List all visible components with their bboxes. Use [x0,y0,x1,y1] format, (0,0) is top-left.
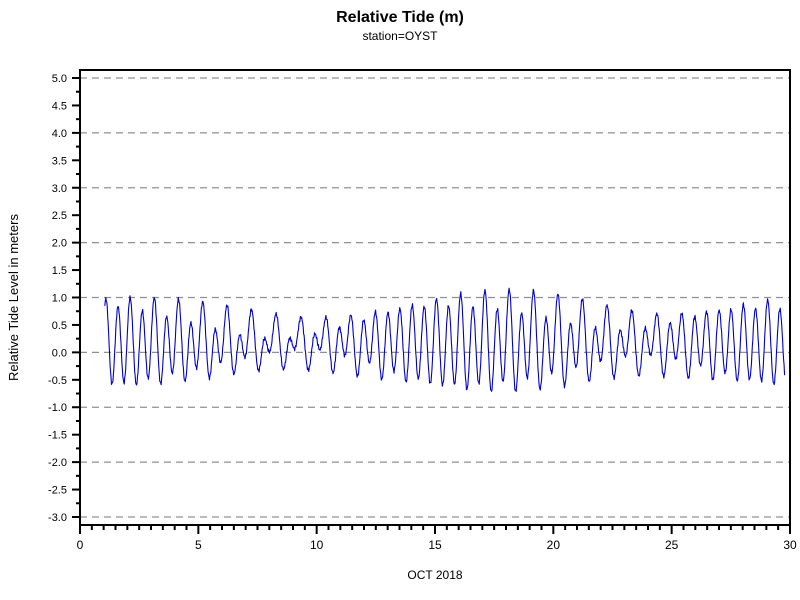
y-tick-label: -1.5 [48,430,67,442]
gridlines [80,77,790,518]
y-tick-label: 2.0 [52,238,67,250]
chart-subtitle: station=OYST [362,29,438,43]
y-tick-label: -3.0 [48,512,67,524]
y-tick-label: 3.5 [52,155,67,167]
x-tick-label: 5 [195,538,202,552]
y-tick-label: 4.5 [52,100,67,112]
tide-polyline [104,287,786,392]
y-axis-ticks: 5.0 4.5 4.0 3.5 3.0 2.5 2.0 1.5 1.0 0.5 0.0 -0.5 -1.… [48,73,80,524]
x-tick-label: 0 [77,538,84,552]
tide-line-series [104,287,786,392]
y-tick-label: -1.0 [48,402,67,414]
x-axis-ticks: 0 5 10 15 20 25 30 [77,525,797,552]
y-tick-label: 3.0 [52,183,67,195]
y-tick-label: -2.5 [48,485,67,497]
y-tick-label: -0.5 [48,375,67,387]
y-tick-label: 2.5 [52,210,67,222]
x-axis-title: OCT 2018 [407,568,462,582]
x-tick-label: 15 [428,538,442,552]
y-tick-label: -2.0 [48,457,67,469]
chart-title: Relative Tide (m) [336,9,464,26]
y-tick-label: 5.0 [52,73,67,85]
y-tick-label: 1.5 [52,265,67,277]
y-axis-title: Relative Tide Level in meters [6,214,21,381]
x-tick-label: 30 [783,538,797,552]
x-tick-label: 20 [547,538,561,552]
x-tick-label: 10 [310,538,324,552]
y-tick-label: 4.0 [52,128,67,140]
y-tick-label: 0.0 [52,347,67,359]
x-tick-label: 25 [665,538,679,552]
y-tick-label: 0.5 [52,320,67,332]
y-tick-label: 1.0 [52,293,67,305]
